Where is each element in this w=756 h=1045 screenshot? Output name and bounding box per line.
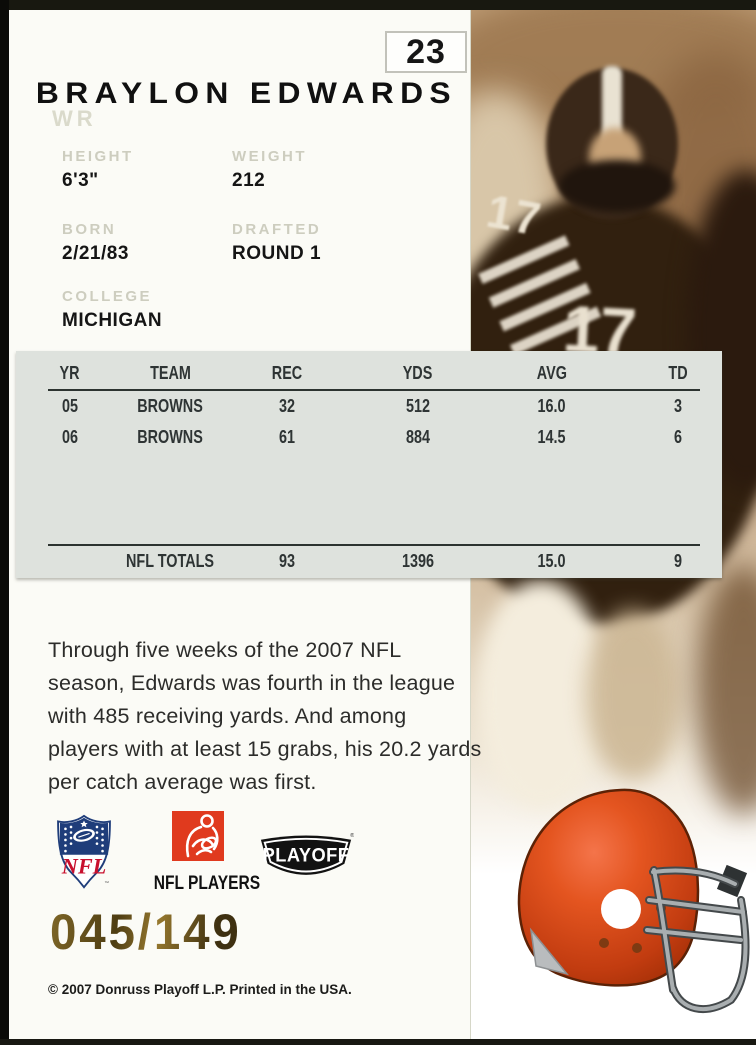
player-name: BRAYLON EDWARDS	[35, 77, 458, 110]
cell-avg: 14.5	[537, 427, 567, 447]
cell-rec: 32	[278, 396, 296, 416]
card-number: 23	[406, 32, 446, 71]
cell-team: BROWNS	[137, 396, 203, 416]
serial-number: 045/149	[50, 904, 242, 960]
card-top-border	[0, 0, 756, 10]
cell-yds: 884	[405, 427, 431, 447]
playoff-logo-text: PLAYOFF	[263, 844, 350, 866]
cell-yds: 512	[405, 396, 431, 416]
cell-totals-label: NFL TOTALS	[126, 551, 214, 571]
stats-table: YR TEAM REC YDS AVG TD 05 BROWNS 32 512 …	[16, 351, 722, 578]
col-header-td: TD	[668, 363, 688, 383]
weight-label: WEIGHT	[232, 148, 307, 165]
photo-pants-shadow	[586, 610, 681, 780]
col-header-team: TEAM	[149, 363, 191, 383]
cell-totals-td: 9	[673, 551, 682, 571]
photo-background-shadow	[696, 565, 756, 815]
drafted-value: ROUND 1	[232, 243, 322, 264]
nfl-players-label: NFL PLAYERS	[153, 873, 261, 894]
col-header-avg: AVG	[536, 363, 568, 383]
stats-header-row: YR TEAM REC YDS AVG TD	[16, 363, 722, 387]
cell-yr: 06	[61, 427, 79, 447]
card-number-box: 23	[385, 31, 467, 73]
nfl-shield-logo: NFL ™	[57, 814, 111, 889]
registered-symbol: ®	[350, 832, 354, 839]
cell-td: 6	[673, 427, 682, 447]
cell-avg: 16.0	[537, 396, 567, 416]
college-value: MICHIGAN	[62, 310, 163, 331]
team-helmet-icon	[517, 788, 750, 1013]
col-header-rec: REC	[271, 363, 303, 383]
stats-row-2006: 06 BROWNS 61 884 14.5 6	[16, 427, 722, 451]
nfl-players-mark-icon	[172, 811, 224, 861]
cell-yr: 05	[61, 396, 79, 416]
trademark-symbol: ™	[104, 880, 109, 885]
season-summary-text: Through five weeks of the 2007 NFL seaso…	[48, 637, 482, 794]
born-value: 2/21/83	[62, 243, 129, 264]
cell-team: BROWNS	[137, 427, 203, 447]
header-rule	[48, 389, 700, 391]
nfl-players-logo: NFL PLAYERS	[142, 810, 260, 895]
height-label: HEIGHT	[62, 148, 134, 165]
card-bottom-border	[0, 1039, 756, 1045]
cell-totals-rec: 93	[278, 551, 296, 571]
player-position: WR	[52, 106, 97, 131]
totals-rule	[48, 544, 700, 546]
height-value: 6'3"	[62, 170, 99, 191]
college-label: COLLEGE	[62, 288, 153, 305]
stats-totals-row: NFL TOTALS 93 1396 15.0 9	[16, 551, 722, 575]
photo-facemask	[559, 160, 675, 212]
copyright-line: © 2007 Donruss Playoff L.P. Printed in t…	[48, 982, 352, 997]
card-left-border	[0, 0, 9, 1045]
cell-totals-avg: 15.0	[537, 551, 567, 571]
stats-row-2005: 05 BROWNS 32 512 16.0 3	[16, 396, 722, 420]
born-label: BORN	[62, 221, 117, 238]
cell-totals-yds: 1396	[401, 551, 435, 571]
col-header-yr: YR	[59, 363, 80, 383]
drafted-label: DRAFTED	[232, 221, 322, 238]
photo-pants-highlight	[476, 580, 606, 810]
nfl-logo-text: NFL	[61, 853, 106, 878]
playoff-logo: PLAYOFF ®	[260, 832, 354, 875]
col-header-yds: YDS	[403, 363, 433, 383]
cell-td: 3	[673, 396, 682, 416]
cell-rec: 61	[278, 427, 296, 447]
photo-jersey-number-shoulder: 17	[482, 184, 547, 246]
weight-value: 212	[232, 170, 266, 191]
